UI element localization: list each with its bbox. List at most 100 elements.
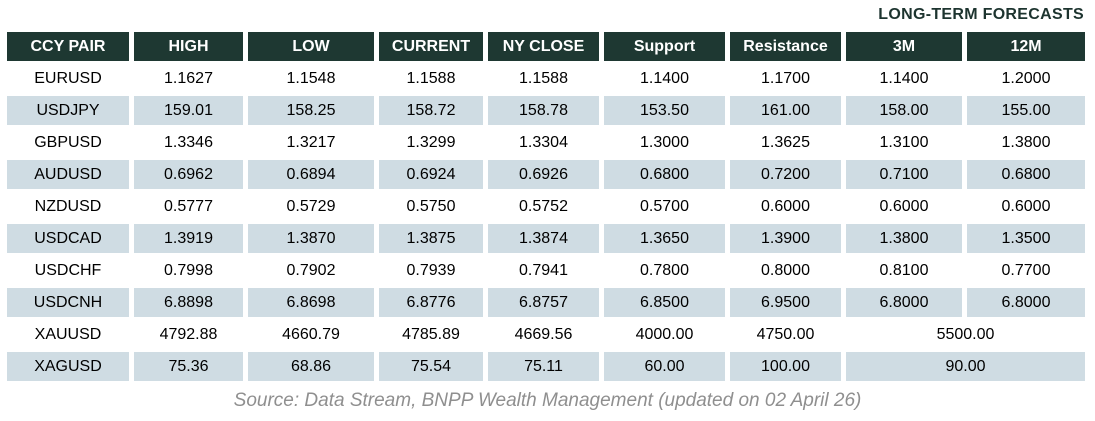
- cell-low: 1.1548: [286, 69, 336, 87]
- table-row-usdcad: USDCAD 1.3919 1.3870 1.3875 1.3874 1.3650 1.39…: [7, 224, 1085, 253]
- cell-high: 0.6962: [134, 160, 243, 189]
- cell-3m-12m: 5500.00: [936, 325, 995, 343]
- table-row-usdchf: USDCHF 0.7998 0.7902 0.7939 0.7941 0.7800 0.80…: [7, 256, 1085, 285]
- table-row-usdjpy: USDJPY 159.01 158.25 158.72 158.78 153.50 161.…: [7, 96, 1085, 125]
- cell-resistance: 161.00: [730, 96, 841, 125]
- cell-resistance: 0.8000: [761, 261, 810, 279]
- table-row-eurusd: EURUSD 1.1627 1.1548 1.1588 1.1588 1.1400 1.17…: [7, 64, 1085, 93]
- cell-ccy-pair: GBPUSD: [34, 133, 102, 151]
- cell-3m: 6.8000: [846, 288, 962, 317]
- cell-support: 0.5700: [640, 197, 689, 215]
- cell-resistance: 1.3625: [761, 133, 810, 151]
- cell-ccy-pair: USDCAD: [7, 224, 129, 253]
- cell-3m: 1.1400: [879, 69, 929, 87]
- column-header-3m: 3M: [846, 32, 962, 61]
- cell-support: 1.1400: [640, 69, 689, 87]
- cell-ny-close: 1.3304: [519, 133, 568, 151]
- cell-ny-close: 0.7941: [519, 261, 568, 279]
- table-row-xauusd: XAUUSD 4792.88 4660.79 4785.89 4669.56 4000.0…: [7, 320, 1085, 349]
- cell-support: 1.3000: [640, 133, 689, 151]
- cell-12m: 1.3500: [967, 224, 1085, 253]
- cell-ccy-pair: USDCHF: [34, 261, 102, 279]
- cell-support: 0.6800: [604, 160, 725, 189]
- cell-low: 68.86: [248, 352, 374, 381]
- cell-ny-close: 0.6926: [488, 160, 599, 189]
- cell-support: 60.00: [604, 352, 725, 381]
- cell-ccy-pair: XAUUSD: [34, 325, 102, 343]
- table-row-nzdusd: NZDUSD 0.5777 0.5729 0.5750 0.5752 0.5700 0.60…: [7, 192, 1085, 221]
- cell-current: 0.7939: [406, 261, 456, 279]
- cell-12m: 1.3800: [1001, 133, 1051, 151]
- cell-resistance: 1.3900: [730, 224, 841, 253]
- column-header-resistance: Resistance: [730, 32, 841, 61]
- cell-ny-close: 75.11: [488, 352, 599, 381]
- cell-current: 4785.89: [402, 325, 460, 343]
- cell-resistance: 0.7200: [730, 160, 841, 189]
- cell-ccy-pair: EURUSD: [34, 69, 102, 87]
- cell-3m: 0.8100: [879, 261, 929, 279]
- cell-low: 4660.79: [282, 325, 340, 343]
- cell-3m: 0.7100: [846, 160, 962, 189]
- cell-resistance: 0.6000: [761, 197, 810, 215]
- cell-resistance: 100.00: [730, 352, 841, 381]
- source-note: Source: Data Stream, BNPP Wealth Managem…: [233, 390, 862, 411]
- cell-ny-close: 158.78: [488, 96, 599, 125]
- cell-current: 1.3875: [379, 224, 483, 253]
- cell-current: 6.8776: [379, 288, 483, 317]
- cell-12m: 6.8000: [967, 288, 1085, 317]
- cell-support: 1.3650: [604, 224, 725, 253]
- cell-12m: 0.7700: [1001, 261, 1051, 279]
- table-row-usdcnh: USDCNH 6.8898 6.8698 6.8776 6.8757 6.8500 6.95…: [7, 288, 1085, 317]
- cell-low: 0.7902: [286, 261, 336, 279]
- cell-high: 159.01: [134, 96, 243, 125]
- table-header-row: CCY PAIR HIGH LOW CURRENT NY CLOSE Support Res…: [7, 32, 1085, 61]
- column-header-high: HIGH: [134, 32, 243, 61]
- cell-low: 158.25: [248, 96, 374, 125]
- cell-resistance: 4750.00: [756, 325, 815, 343]
- cell-ccy-pair: USDCNH: [7, 288, 129, 317]
- cell-3m: 0.6000: [879, 197, 929, 215]
- page-title: LONG-TERM FORECASTS: [878, 6, 1084, 23]
- cell-current: 0.6924: [379, 160, 483, 189]
- table-row-xagusd: XAGUSD 75.36 68.86 75.54 75.11 60.00 100.00 90.…: [7, 352, 1085, 381]
- cell-high: 6.8898: [134, 288, 243, 317]
- cell-3m: 158.00: [846, 96, 962, 125]
- cell-current: 1.3299: [406, 133, 456, 151]
- cell-3m: 1.3100: [879, 133, 929, 151]
- cell-ny-close: 1.1588: [519, 69, 568, 87]
- column-header-support: Support: [604, 32, 725, 61]
- cell-support: 0.7800: [640, 261, 689, 279]
- cell-high: 4792.88: [159, 325, 218, 343]
- cell-ny-close: 0.5752: [519, 197, 568, 215]
- cell-resistance: 6.9500: [730, 288, 841, 317]
- cell-ccy-pair: AUDUSD: [7, 160, 129, 189]
- cell-high: 75.36: [134, 352, 243, 381]
- cell-support: 6.8500: [604, 288, 725, 317]
- cell-low: 6.8698: [248, 288, 374, 317]
- table-row-gbpusd: GBPUSD 1.3346 1.3217 1.3299 1.3304 1.3000 1.36…: [7, 128, 1085, 157]
- cell-ny-close: 4669.56: [514, 325, 573, 343]
- column-header-ny-close: NY CLOSE: [488, 32, 599, 61]
- cell-low: 0.6894: [248, 160, 374, 189]
- cell-12m: 1.2000: [1001, 69, 1051, 87]
- cell-ccy-pair: NZDUSD: [34, 197, 102, 215]
- column-header-12m: 12M: [967, 32, 1085, 61]
- cell-current: 0.5750: [406, 197, 456, 215]
- cell-low: 0.5729: [286, 197, 336, 215]
- cell-12m: 0.6000: [1001, 197, 1051, 215]
- cell-high: 0.5777: [164, 197, 213, 215]
- cell-high: 1.3919: [134, 224, 243, 253]
- cell-current: 75.54: [379, 352, 483, 381]
- cell-ccy-pair: XAGUSD: [7, 352, 129, 381]
- cell-low: 1.3217: [286, 133, 336, 151]
- cell-3m: 1.3800: [846, 224, 962, 253]
- cell-high: 1.1627: [164, 69, 213, 87]
- cell-resistance: 1.1700: [761, 69, 810, 87]
- cell-support: 4000.00: [635, 325, 694, 343]
- column-header-current: CURRENT: [379, 32, 483, 61]
- cell-12m: 155.00: [967, 96, 1085, 125]
- cell-3m-12m: 90.00: [846, 352, 1085, 381]
- cell-12m: 0.6800: [967, 160, 1085, 189]
- column-header-low: LOW: [248, 32, 374, 61]
